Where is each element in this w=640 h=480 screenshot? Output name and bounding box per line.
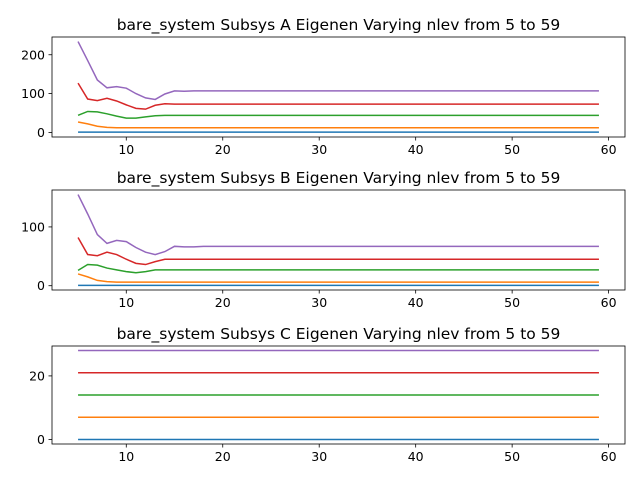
x-tick-label: 40 <box>408 142 424 157</box>
series-line <box>77 121 599 129</box>
x-tick-label: 30 <box>311 295 327 310</box>
x-tick-label: 50 <box>504 142 520 157</box>
y-tick-label: 20 <box>29 368 45 383</box>
x-tick-label: 60 <box>601 295 617 310</box>
chart-title: bare_system Subsys B Eigenen Varying nle… <box>117 169 561 188</box>
axes-frame <box>51 189 626 291</box>
x-tick-label: 10 <box>118 449 134 464</box>
y-tick-label: 200 <box>21 47 45 62</box>
x-tick-label: 60 <box>601 142 617 157</box>
x-tick-label: 40 <box>408 295 424 310</box>
x-tick-label: 30 <box>311 449 327 464</box>
series-line <box>77 194 599 256</box>
x-tick-label: 20 <box>215 449 231 464</box>
y-tick-label: 100 <box>21 86 45 101</box>
x-tick-label: 40 <box>408 449 424 464</box>
x-tick-label: 10 <box>118 295 134 310</box>
series-line <box>77 41 599 101</box>
x-tick-label: 30 <box>311 142 327 157</box>
x-tick-label: 20 <box>215 295 231 310</box>
axes-frame <box>51 36 626 138</box>
axes-frame <box>51 345 626 445</box>
y-tick-label: 0 <box>37 432 45 447</box>
subplot: bare_system Subsys B Eigenen Varying nle… <box>21 169 626 310</box>
chart-title: bare_system Subsys A Eigenen Varying nle… <box>117 16 561 35</box>
series-line <box>77 110 599 119</box>
chart-title: bare_system Subsys C Eigenen Varying nle… <box>117 325 561 344</box>
y-tick-label: 0 <box>37 278 45 293</box>
x-tick-label: 20 <box>215 142 231 157</box>
x-tick-label: 50 <box>504 449 520 464</box>
series-line <box>77 82 599 110</box>
series-line <box>77 263 599 274</box>
x-tick-label: 10 <box>118 142 134 157</box>
x-tick-label: 50 <box>504 295 520 310</box>
x-tick-label: 60 <box>601 449 617 464</box>
y-tick-label: 0 <box>37 125 45 140</box>
subplot: bare_system Subsys A Eigenen Varying nle… <box>21 16 626 157</box>
series-line <box>77 237 599 266</box>
subplot: bare_system Subsys C Eigenen Varying nle… <box>29 325 626 464</box>
y-tick-label: 100 <box>21 219 45 234</box>
series-line <box>77 273 599 283</box>
